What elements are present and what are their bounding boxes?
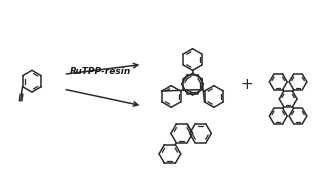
Text: RuTPP-resin: RuTPP-resin bbox=[70, 67, 132, 76]
Text: +: + bbox=[240, 77, 253, 92]
